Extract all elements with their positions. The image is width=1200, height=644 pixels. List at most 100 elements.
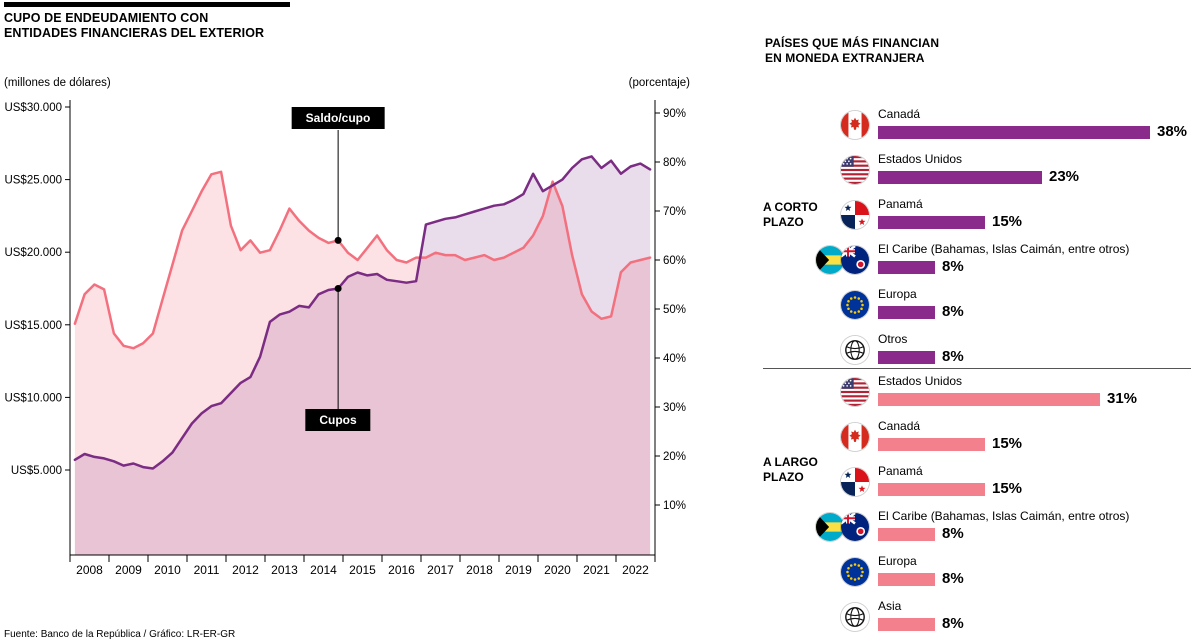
financing-row: El Caribe (Bahamas, Islas Caimán, entre … xyxy=(763,243,1129,277)
flag-group xyxy=(763,198,869,232)
percent-bar xyxy=(878,392,1100,406)
percent-value: 31% xyxy=(1107,390,1138,407)
canada-flag-icon xyxy=(841,423,869,451)
country-label: Asia xyxy=(878,599,902,613)
right-axis-unit-label: (porcentaje) xyxy=(628,77,690,89)
panel-title: PAÍSES QUE MÁS FINANCIAN EN MONEDA EXTRA… xyxy=(765,36,939,66)
financing-row: Estados Unidos 23% xyxy=(763,153,1079,187)
percent-value: 8% xyxy=(942,348,964,365)
percent-bar xyxy=(878,125,1150,139)
year-label: 2013 xyxy=(271,563,298,577)
percent-bar xyxy=(878,527,935,541)
panel-title-line1: PAÍSES QUE MÁS FINANCIAN xyxy=(765,36,940,50)
financing-row: El Caribe (Bahamas, Islas Caimán, entre … xyxy=(763,510,1129,544)
financing-row: Panamá 15% xyxy=(763,465,1022,499)
left-axis-tick-label: US$20.000 xyxy=(4,247,62,259)
percent-value: 8% xyxy=(942,303,964,320)
year-label: 2022 xyxy=(622,563,649,577)
percent-bar xyxy=(878,170,1042,184)
globe-flag-icon xyxy=(841,603,869,631)
globe-flag-icon xyxy=(841,336,869,364)
right-axis-tick-label: 40% xyxy=(663,353,686,365)
panama-flag-icon xyxy=(841,468,869,496)
country-label: Panamá xyxy=(878,197,923,211)
country-label: Canadá xyxy=(878,107,921,121)
series-label-cupos: Cupos xyxy=(305,409,371,431)
series-label-saldo: Saldo/cupo xyxy=(291,107,385,129)
percent-bar xyxy=(878,617,935,631)
panama-flag-icon xyxy=(841,201,869,229)
year-label: 2017 xyxy=(427,563,454,577)
usa-flag-icon xyxy=(841,156,869,184)
cayman-flag-icon xyxy=(841,513,869,541)
right-axis-tick-label: 20% xyxy=(663,451,686,463)
financing-row: Canadá 15% xyxy=(763,420,1022,454)
flag-group xyxy=(763,465,869,499)
flag-group xyxy=(763,243,869,277)
year-label: 2018 xyxy=(466,563,493,577)
flag-group xyxy=(763,288,869,322)
right-axis-tick-label: 60% xyxy=(663,255,686,267)
flag-group xyxy=(763,510,869,544)
financing-row: Europa 8% xyxy=(763,555,964,589)
financing-row: Canadá 38% xyxy=(763,108,1187,142)
right-axis-tick-label: 80% xyxy=(663,157,686,169)
flag-group xyxy=(763,153,869,187)
country-label: Europa xyxy=(878,287,917,301)
bahamas-flag-icon xyxy=(816,246,844,274)
percent-bar xyxy=(878,305,935,319)
usa-flag-icon xyxy=(841,378,869,406)
cayman-flag-icon xyxy=(841,246,869,274)
year-label: 2020 xyxy=(544,563,571,577)
page-title: CUPO DE ENDEUDAMIENTO CON ENTIDADES FINA… xyxy=(4,11,264,41)
year-label: 2011 xyxy=(194,563,220,577)
percent-value: 8% xyxy=(942,258,964,275)
country-label: Estados Unidos xyxy=(878,374,963,388)
country-label: Canadá xyxy=(878,419,921,433)
left-axis-tick-label: US$5.000 xyxy=(11,465,62,477)
percent-value: 8% xyxy=(942,525,964,542)
year-label: 2019 xyxy=(505,563,532,577)
panel-title-line2: EN MONEDA EXTRANJERA xyxy=(765,51,925,65)
year-label: 2010 xyxy=(154,563,181,577)
left-axis-unit-label: (millones de dólares) xyxy=(4,77,111,89)
country-label: El Caribe (Bahamas, Islas Caimán, entre … xyxy=(878,242,1130,256)
percent-bar xyxy=(878,260,935,274)
year-label: 2021 xyxy=(583,563,610,577)
countries-panel: PAÍSES QUE MÁS FINANCIAN EN MONEDA EXTRA… xyxy=(763,30,1195,642)
percent-value: 15% xyxy=(992,213,1023,230)
year-label: 2016 xyxy=(388,563,415,577)
flag-group xyxy=(763,420,869,454)
financing-row: Asia 8% xyxy=(763,600,964,634)
europe-flag-icon xyxy=(841,291,869,319)
group-label-corto-plazo: A CORTO PLAZO xyxy=(763,200,818,229)
percent-value: 8% xyxy=(942,615,964,632)
flag-group xyxy=(763,555,869,589)
callout-dot xyxy=(334,236,342,244)
financing-row: Panamá 15% xyxy=(763,198,1022,232)
country-label: El Caribe (Bahamas, Islas Caimán, entre … xyxy=(878,509,1130,523)
percent-bar xyxy=(878,482,985,496)
source-credit: Fuente: Banco de la República / Gráfico:… xyxy=(4,629,236,640)
right-axis-tick-label: 10% xyxy=(663,500,686,512)
financing-row: Europa 8% xyxy=(763,288,964,322)
page-title-line2: ENTIDADES FINANCIERAS DEL EXTERIOR xyxy=(4,26,265,40)
europe-flag-icon xyxy=(841,558,869,586)
canada-flag-icon xyxy=(841,111,869,139)
year-label: 2009 xyxy=(115,563,142,577)
group-label-largo-plazo: A LARGO PLAZO xyxy=(763,455,818,484)
year-label: 2015 xyxy=(349,563,376,577)
percent-value: 38% xyxy=(1157,123,1188,140)
percent-value: 15% xyxy=(992,435,1023,452)
year-label: 2012 xyxy=(232,563,259,577)
bahamas-flag-icon xyxy=(816,513,844,541)
percent-bar xyxy=(878,350,935,364)
title-accent-bar xyxy=(4,2,290,7)
flag-group xyxy=(763,108,869,142)
chart-axes xyxy=(69,100,656,556)
financing-row: Otros 8% xyxy=(763,333,964,367)
percent-value: 15% xyxy=(992,480,1023,497)
flag-group xyxy=(763,375,869,409)
debt-line-chart: US$30.000 US$25.000 US$20.000 US$15.000 US$1… xyxy=(4,100,686,577)
